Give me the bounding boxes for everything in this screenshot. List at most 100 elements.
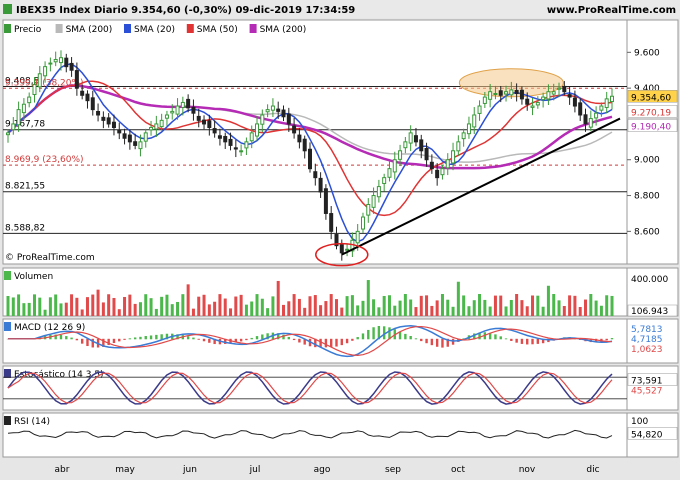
candle-body [435,169,440,179]
candle-body [180,101,185,108]
volume-bar [70,294,74,316]
header-brand: www.ProRealTime.com [547,5,676,16]
candle-body [16,109,21,126]
candle-body [233,147,238,150]
macd-bar [75,338,79,341]
candle-body [297,134,302,143]
volume-bar [207,304,211,316]
candle-body [106,117,111,125]
volume-bar [282,304,286,316]
candle-body [111,121,116,129]
macd-bar [59,334,63,340]
macd-bar [462,338,465,340]
macd-bar [298,338,301,343]
stoch-swatch [4,369,11,378]
macd-bar [488,332,492,340]
macd-tag-2: 1,0623 [631,345,663,355]
candle-body [133,141,138,146]
volume-bar [22,303,26,316]
x-axis-label-abr: abr [55,465,70,475]
volume-bar [75,297,79,316]
price-tag-1: 9.270,19 [631,108,671,118]
candle-body [286,113,291,125]
candle-body [567,94,572,98]
x-axis-label-ago: ago [314,465,331,475]
candle-body [212,128,217,134]
rsi-line [7,429,613,439]
price-tag-3: 9.190,40 [631,123,671,133]
macd-bar [367,329,370,340]
candle-body [244,141,249,149]
volume-bar [101,302,105,316]
candle-body [117,129,122,134]
volume-bar [340,307,344,316]
candle-body [164,114,169,119]
candle-body [392,159,397,173]
candle-body [255,123,260,137]
volume-bar [382,295,386,316]
candle-body [504,91,509,95]
candle-body [408,132,413,144]
candle-body [482,96,487,104]
macd-bar [526,338,529,345]
volume-bar [409,299,413,316]
candle-body [498,90,503,96]
volume-bar [297,298,301,316]
volume-bar [27,302,31,316]
macd-bar [102,338,105,347]
stoch-d-line [7,372,613,404]
candle-body [239,150,244,153]
volume-bar [96,289,100,316]
macd-bar [112,338,116,344]
macd-bar [499,336,502,340]
macd-tag-1: 4,7185 [631,335,663,345]
volume-bar [260,298,264,316]
macd-bar [398,331,402,340]
legend-label-sma200: SMA (200) [66,25,113,35]
macd-bar [441,338,444,348]
volume-bar [160,296,164,316]
macd-bar [277,333,280,340]
price-tick-label-4: 8.600 [634,227,660,237]
macd-bar [314,338,317,348]
volume-tag-bg [627,304,678,317]
candle-body [583,114,588,125]
macd-bar [377,325,381,340]
volume-bar [6,296,10,316]
macd-bar [287,336,291,340]
volume-bar [128,294,132,316]
macd-swatch [4,322,11,331]
volume-bar [419,295,423,316]
volume-bar [599,305,603,316]
volume-bar [138,302,142,316]
stoch-title: Estocástico (14 3 5) [14,370,104,380]
macd-bar [266,333,269,340]
volume-bar [229,308,233,316]
volume-bar [578,306,582,316]
candle-body [265,109,270,113]
macd-bar [186,336,190,340]
candle-body [127,134,132,143]
volume-bar [149,298,153,316]
candle-body [488,91,493,100]
candle-body [308,148,312,170]
volume-bar [345,296,349,316]
candle-body [80,90,85,96]
macd-bar [250,337,253,340]
macd-bar [54,334,57,340]
rsi-value-label: 54,820 [631,430,663,440]
volume-bar [329,294,333,316]
volume-bar [313,295,317,316]
candle-body [21,103,26,114]
volume-bar [440,294,444,316]
macd-bar [213,338,216,345]
macd-bar [86,338,89,347]
candle-body [69,62,74,71]
candle-body [398,150,403,160]
candle-body [249,132,254,142]
candle-body [313,171,318,179]
macd-bar [361,333,365,340]
volume-bar [202,294,206,316]
candle-body [122,133,127,139]
macd-bar [356,337,359,340]
